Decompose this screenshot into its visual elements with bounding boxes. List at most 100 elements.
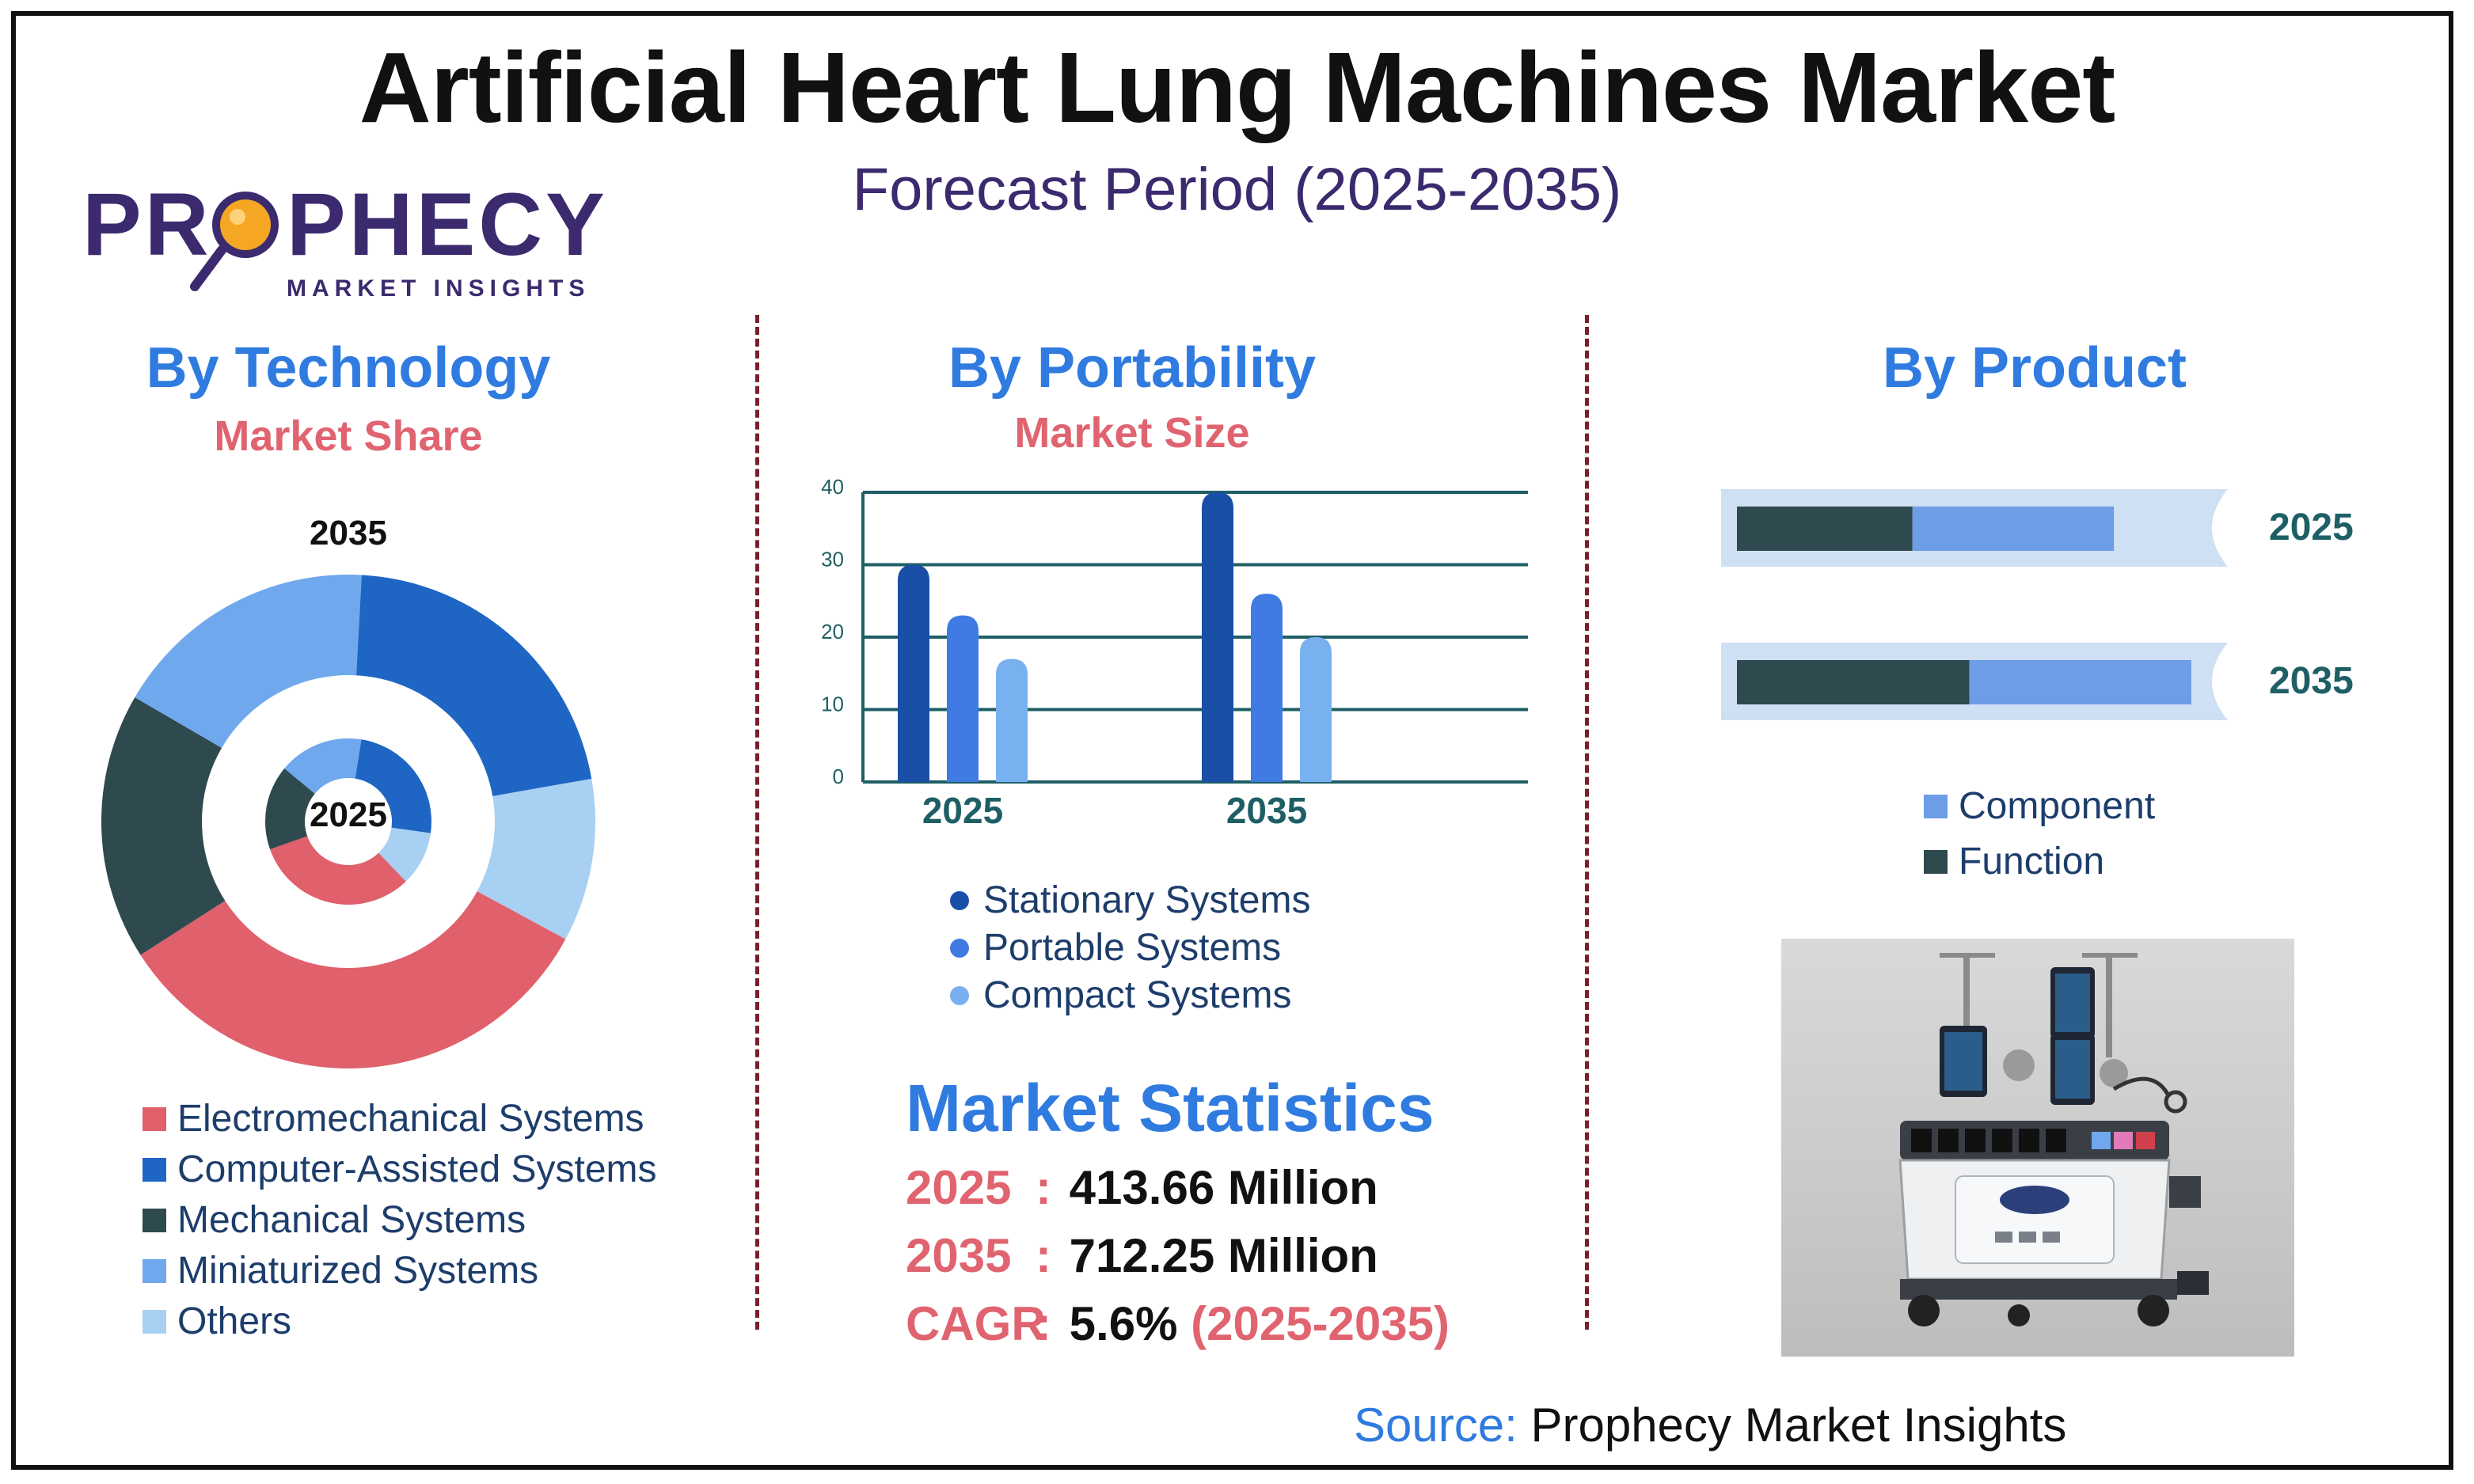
product-bar-chart: 2025 2035 bbox=[1721, 489, 2354, 720]
legend-swatch bbox=[1924, 795, 1948, 818]
bar-component-2035 bbox=[1969, 660, 2191, 704]
legend-label: Mechanical Systems bbox=[177, 1199, 526, 1241]
legend-item-others: Others bbox=[143, 1296, 697, 1347]
donut-slice-2035-miniaturized bbox=[135, 575, 362, 748]
legend-label: Compact Systems bbox=[983, 974, 1292, 1016]
stat-colon: : bbox=[1036, 1229, 1051, 1282]
y-tick-label: 10 bbox=[821, 693, 844, 716]
heart-lung-machine-image bbox=[1781, 939, 2294, 1357]
technology-legend: Electromechanical Systems Computer-Assis… bbox=[143, 1094, 697, 1347]
svg-text:MARKET INSIGHTS: MARKET INSIGHTS bbox=[287, 275, 590, 302]
stat-period: (2025-2035) bbox=[1191, 1297, 1450, 1350]
x-category-label: 2025 bbox=[922, 790, 1003, 831]
svg-text:PHECY: PHECY bbox=[287, 179, 605, 274]
legend-item-portable: Portable Systems bbox=[950, 924, 1504, 972]
portability-bar-chart: 0 10 20 30 40 2025 2035 bbox=[821, 475, 1528, 831]
market-statistics-title: Market Statistics bbox=[906, 1071, 1435, 1145]
donut-slice-2025-others bbox=[378, 827, 431, 882]
y-tick-label: 30 bbox=[821, 548, 844, 571]
page-frame bbox=[11, 11, 2453, 1470]
donut-slice-2035-others bbox=[477, 778, 595, 939]
bar-stationary-systems-2035 bbox=[1202, 492, 1233, 782]
section-divider-left bbox=[755, 315, 759, 1330]
donut-slice-2035-mechanical bbox=[101, 697, 226, 955]
legend-label: Computer-Assisted Systems bbox=[177, 1148, 657, 1190]
legend-label: Component bbox=[1959, 785, 2156, 827]
stat-value: 712.25 Million bbox=[1069, 1229, 1378, 1282]
y-tick-label: 0 bbox=[833, 765, 844, 788]
legend-label: Miniaturized Systems bbox=[177, 1250, 539, 1292]
bar-portable-systems-2025 bbox=[947, 615, 979, 782]
svg-text:PR: PR bbox=[82, 179, 212, 274]
legend-item-component: Component bbox=[1924, 779, 2320, 834]
x-category-label: 2035 bbox=[1226, 790, 1307, 831]
stat-key: 2025 bbox=[906, 1161, 1012, 1214]
bar-component-2025 bbox=[1912, 507, 2115, 551]
bar-compact-systems-2035 bbox=[1300, 637, 1332, 782]
legend-item-computer-assisted: Computer-Assisted Systems bbox=[143, 1144, 697, 1195]
bar-portable-systems-2035 bbox=[1251, 594, 1283, 782]
donut-slice-2035-computer-assisted bbox=[356, 575, 592, 796]
y-tick-label: 20 bbox=[821, 620, 844, 643]
legend-item-function: Function bbox=[1924, 834, 2320, 890]
stat-row-2035: 2035: 712.25 Million bbox=[906, 1222, 1450, 1290]
product-title: By Product bbox=[1882, 336, 2187, 400]
stat-row-2025: 2025: 413.66 Million bbox=[906, 1154, 1450, 1222]
row-year-label: 2035 bbox=[2269, 660, 2354, 702]
outer-ring-year-label: 2035 bbox=[310, 514, 387, 552]
donut-slice-2025-miniaturized bbox=[284, 738, 362, 794]
legend-item-compact: Compact Systems bbox=[950, 972, 1504, 1019]
bar-compact-systems-2025 bbox=[996, 659, 1028, 782]
technology-donut-chart: 2035 2025 bbox=[101, 514, 595, 1068]
legend-swatch bbox=[143, 1158, 166, 1182]
donut-slice-2025-computer-assisted bbox=[355, 739, 431, 833]
legend-label: Electromechanical Systems bbox=[177, 1098, 644, 1140]
bar-function-2025 bbox=[1737, 507, 1913, 551]
bar-function-2035 bbox=[1737, 660, 1970, 704]
logo-graphic: PR PHECY MARKET INSIGHTS bbox=[82, 175, 605, 302]
donut-slice-2025-mechanical bbox=[265, 768, 315, 850]
bar-stationary-systems-2025 bbox=[898, 564, 929, 782]
legend-item-electromechanical: Electromechanical Systems bbox=[143, 1094, 697, 1144]
section-divider-right bbox=[1585, 315, 1589, 1330]
legend-item-stationary: Stationary Systems bbox=[950, 877, 1504, 924]
legend-item-mechanical: Mechanical Systems bbox=[143, 1195, 697, 1246]
stat-row-cagr: CAGR: 5.6% (2025-2035) bbox=[906, 1290, 1450, 1358]
portability-title: By Portability bbox=[948, 336, 1317, 400]
stat-colon: : bbox=[1036, 1297, 1051, 1350]
stat-colon: : bbox=[1036, 1161, 1051, 1214]
legend-swatch bbox=[143, 1107, 166, 1131]
stat-key: CAGR bbox=[906, 1297, 1046, 1350]
machine-illustration bbox=[1898, 953, 2209, 1326]
legend-dot bbox=[950, 986, 969, 1005]
legend-dot bbox=[950, 891, 969, 910]
source-note: Source: Prophecy Market Insights bbox=[1354, 1398, 2066, 1452]
legend-dot bbox=[950, 939, 969, 958]
legend-item-miniaturized: Miniaturized Systems bbox=[143, 1246, 697, 1296]
market-statistics: 2025: 413.66 Million 2035: 712.25 Millio… bbox=[906, 1154, 1450, 1358]
stat-value: 413.66 Million bbox=[1069, 1161, 1378, 1214]
portability-subtitle: Market Size bbox=[1014, 409, 1250, 457]
legend-swatch bbox=[1924, 850, 1948, 874]
technology-subtitle: Market Share bbox=[214, 412, 483, 460]
legend-swatch bbox=[143, 1259, 166, 1283]
legend-label: Function bbox=[1959, 841, 2105, 882]
source-label: Source: bbox=[1354, 1399, 1518, 1452]
portability-legend: Stationary Systems Portable Systems Comp… bbox=[950, 877, 1504, 1019]
product-legend: Component Function bbox=[1924, 779, 2320, 890]
inner-ring-year-label: 2025 bbox=[310, 795, 387, 834]
prophecy-logo: PR PHECY MARKET INSIGHTS bbox=[82, 175, 605, 306]
legend-swatch bbox=[143, 1209, 166, 1232]
page-title: Artificial Heart Lung Machines Market bbox=[359, 32, 2116, 143]
stat-value: 5.6% bbox=[1069, 1297, 1178, 1350]
row-year-label: 2025 bbox=[2269, 507, 2354, 548]
stat-key: 2035 bbox=[906, 1229, 1012, 1282]
source-text: Prophecy Market Insights bbox=[1530, 1399, 2067, 1452]
technology-title: By Technology bbox=[146, 336, 551, 400]
legend-swatch bbox=[143, 1310, 166, 1334]
y-tick-label: 40 bbox=[821, 475, 844, 499]
page-subtitle: Forecast Period (2025-2035) bbox=[852, 156, 1622, 223]
donut-slice-2035-electromechanical bbox=[140, 891, 566, 1068]
legend-label: Stationary Systems bbox=[983, 879, 1311, 921]
legend-label: Portable Systems bbox=[983, 927, 1282, 969]
